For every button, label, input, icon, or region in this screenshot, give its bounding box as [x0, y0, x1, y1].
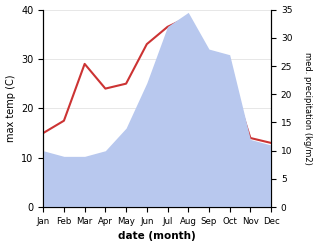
X-axis label: date (month): date (month)	[118, 231, 196, 242]
Y-axis label: med. precipitation (kg/m2): med. precipitation (kg/m2)	[303, 52, 313, 165]
Y-axis label: max temp (C): max temp (C)	[5, 75, 16, 142]
